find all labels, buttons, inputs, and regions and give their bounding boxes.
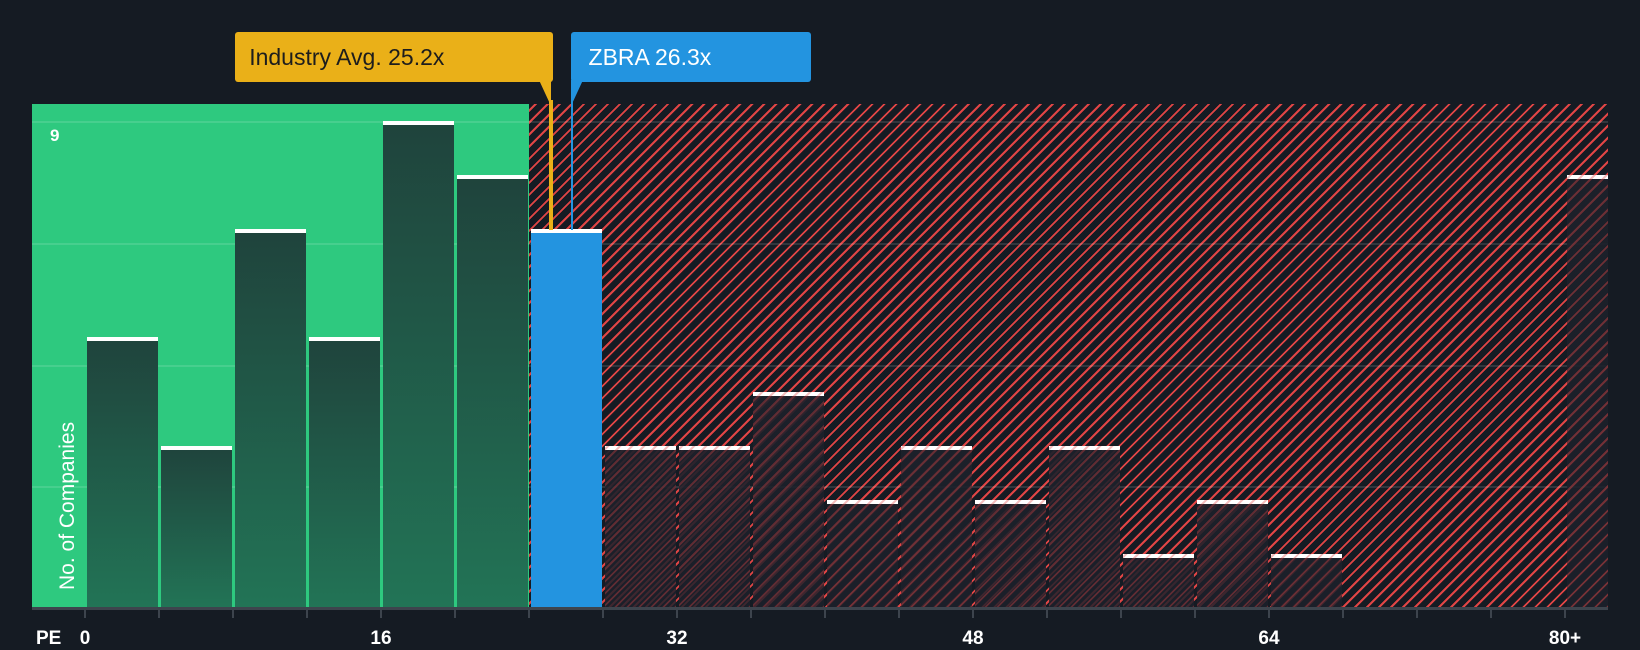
bar-cap — [382, 121, 454, 125]
x-tick — [676, 610, 678, 618]
histogram-bar — [604, 445, 676, 609]
industry-average-callout: Industry Avg. 25.2x — [235, 32, 554, 82]
gridline — [32, 364, 1608, 367]
x-tick — [1342, 610, 1344, 618]
histogram-bar — [678, 445, 750, 609]
x-tick — [1194, 610, 1196, 618]
highlighted-bar — [530, 229, 602, 608]
histogram-bar — [160, 445, 232, 608]
bar-cap — [752, 391, 824, 396]
histogram-bar — [974, 499, 1046, 609]
histogram-bar — [900, 445, 972, 609]
histogram-bar — [1196, 499, 1268, 609]
bar-cap — [1566, 175, 1608, 180]
x-tick-label: 32 — [666, 628, 688, 649]
bar-cap — [234, 229, 306, 234]
histogram-bar — [382, 121, 454, 608]
x-tick — [898, 610, 900, 618]
histogram-bar — [308, 337, 380, 608]
x-tick-label: 0 — [79, 628, 91, 649]
bar-cap — [456, 175, 528, 180]
histogram-bar — [826, 499, 898, 609]
x-tick — [528, 610, 530, 618]
histogram-bar — [1048, 445, 1120, 609]
histogram-bar — [1122, 553, 1194, 609]
x-tick — [1416, 610, 1418, 618]
bar-cap — [974, 499, 1046, 504]
x-tick — [232, 610, 234, 618]
histogram-bar — [1270, 553, 1342, 609]
bar-cap — [1122, 553, 1194, 558]
gridline — [32, 242, 1608, 245]
x-tick — [158, 610, 160, 618]
x-tick-label: 16 — [370, 628, 392, 649]
bar-cap — [678, 445, 750, 450]
bar-cap — [86, 337, 158, 342]
histogram-bar — [86, 337, 158, 608]
bar-cap — [1048, 445, 1120, 450]
histogram-bar — [234, 229, 306, 608]
y-tick-max: 9 — [50, 126, 60, 145]
x-tick — [1564, 610, 1566, 618]
x-tick — [1490, 610, 1492, 618]
plot-area — [32, 104, 1608, 609]
x-tick-label: 64 — [1258, 628, 1280, 649]
bar-cap — [1270, 553, 1342, 558]
industry-average-marker-line — [549, 100, 554, 230]
company-marker-line — [570, 100, 573, 230]
x-tick-label: 80+ — [1548, 628, 1582, 649]
bar-cap — [160, 445, 232, 450]
x-tick — [750, 610, 752, 618]
bar-cap — [900, 445, 972, 450]
x-tick — [1046, 610, 1048, 618]
y-axis-title: No. of Companies — [56, 421, 79, 590]
x-tick — [84, 610, 86, 618]
x-tick — [1268, 610, 1270, 618]
company-callout-pointer — [570, 80, 583, 106]
company-pe-callout: ZBRA 26.3x — [570, 32, 811, 82]
bar-cap — [1196, 499, 1268, 504]
histogram-bar — [456, 175, 528, 608]
bar-cap — [308, 337, 380, 342]
industry-callout-pointer — [539, 80, 552, 106]
x-tick — [824, 610, 826, 618]
gridline — [32, 121, 1608, 123]
x-tick — [306, 610, 308, 618]
x-axis-title: PE — [36, 628, 62, 649]
x-tick — [1120, 610, 1122, 618]
x-tick — [380, 610, 382, 618]
x-tick-label: 48 — [962, 628, 984, 649]
x-tick — [602, 610, 604, 618]
histogram-bar — [752, 391, 824, 609]
x-tick — [454, 610, 456, 618]
histogram-bar — [1566, 175, 1608, 608]
x-axis-line — [32, 607, 1608, 610]
bar-cap — [530, 229, 602, 234]
bar-cap — [826, 499, 898, 504]
bar-cap — [604, 445, 676, 450]
x-tick — [972, 610, 974, 618]
